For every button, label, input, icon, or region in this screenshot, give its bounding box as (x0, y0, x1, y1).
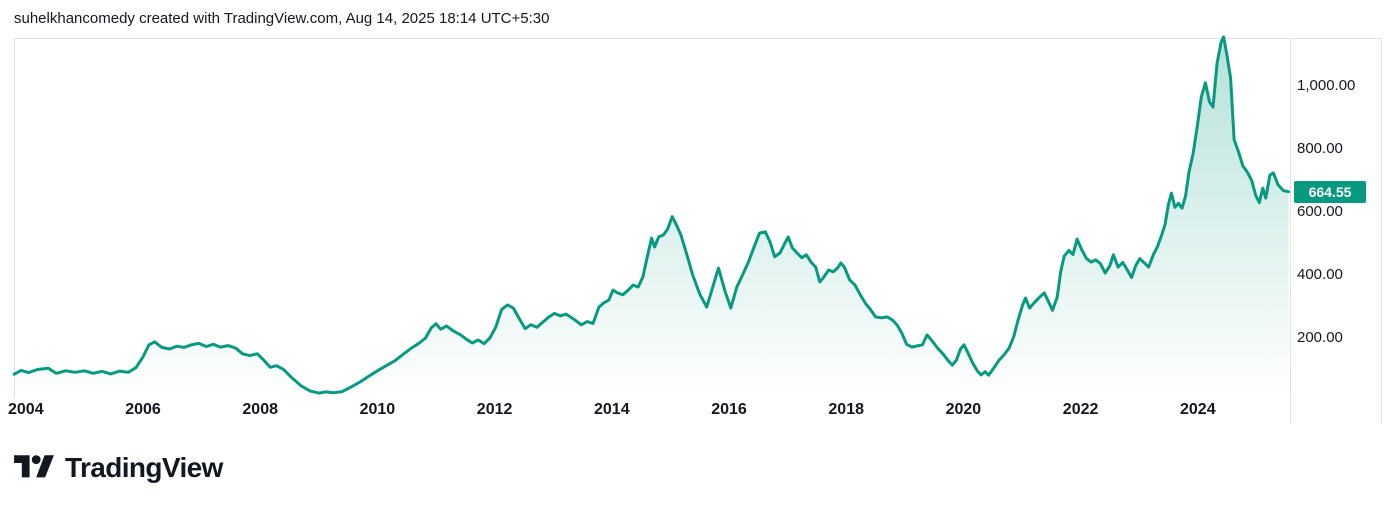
price-axis[interactable]: 200.00 400.00 600.00 800.00 1,000.00 (1290, 30, 1394, 424)
last-price-label: 664.55 (1308, 183, 1352, 200)
year-tick-label: 2016 (711, 401, 747, 418)
price-line (12, 35, 1291, 395)
attribution-text: suhelkhancomedy created with TradingView… (14, 10, 550, 27)
price-tick-label: 200.00 (1297, 329, 1343, 346)
price-tick-label: 1,000.00 (1297, 77, 1356, 94)
year-tick-label: 2006 (125, 401, 161, 418)
last-price-badge: 664.55 (1294, 180, 1366, 203)
tradingview-logo-text: TradingView (65, 452, 223, 483)
year-tick-label: 2020 (945, 401, 982, 418)
chart-right-border (1381, 38, 1382, 424)
year-tick-label: 2008 (242, 401, 278, 418)
area-fill (14, 36, 1289, 398)
tradingview-logo-icon (14, 454, 54, 477)
year-tick-label: 2012 (476, 401, 513, 418)
price-tick-label: 800.00 (1297, 140, 1343, 157)
year-tick-label: 2014 (594, 401, 630, 418)
price-axis-separator (1290, 38, 1291, 424)
chart-left-border (14, 38, 15, 398)
price-tick-label: 400.00 (1297, 266, 1343, 283)
year-tick-label: 2022 (1062, 401, 1099, 418)
year-tick-label: 2018 (828, 401, 864, 418)
price-area-chart[interactable] (12, 30, 1291, 398)
tradingview-logo[interactable]: TradingView (14, 452, 223, 484)
chart-top-border (14, 38, 1381, 39)
year-tick-label: 2024 (1180, 401, 1216, 418)
year-tick-label: 2004 (8, 401, 44, 418)
year-tick-label: 2010 (359, 401, 396, 418)
time-axis[interactable]: 2004 2006 2008 2010 2012 2014 2016 2018 2020 2022… (0, 401, 1394, 423)
price-tick-label: 600.00 (1297, 203, 1343, 220)
